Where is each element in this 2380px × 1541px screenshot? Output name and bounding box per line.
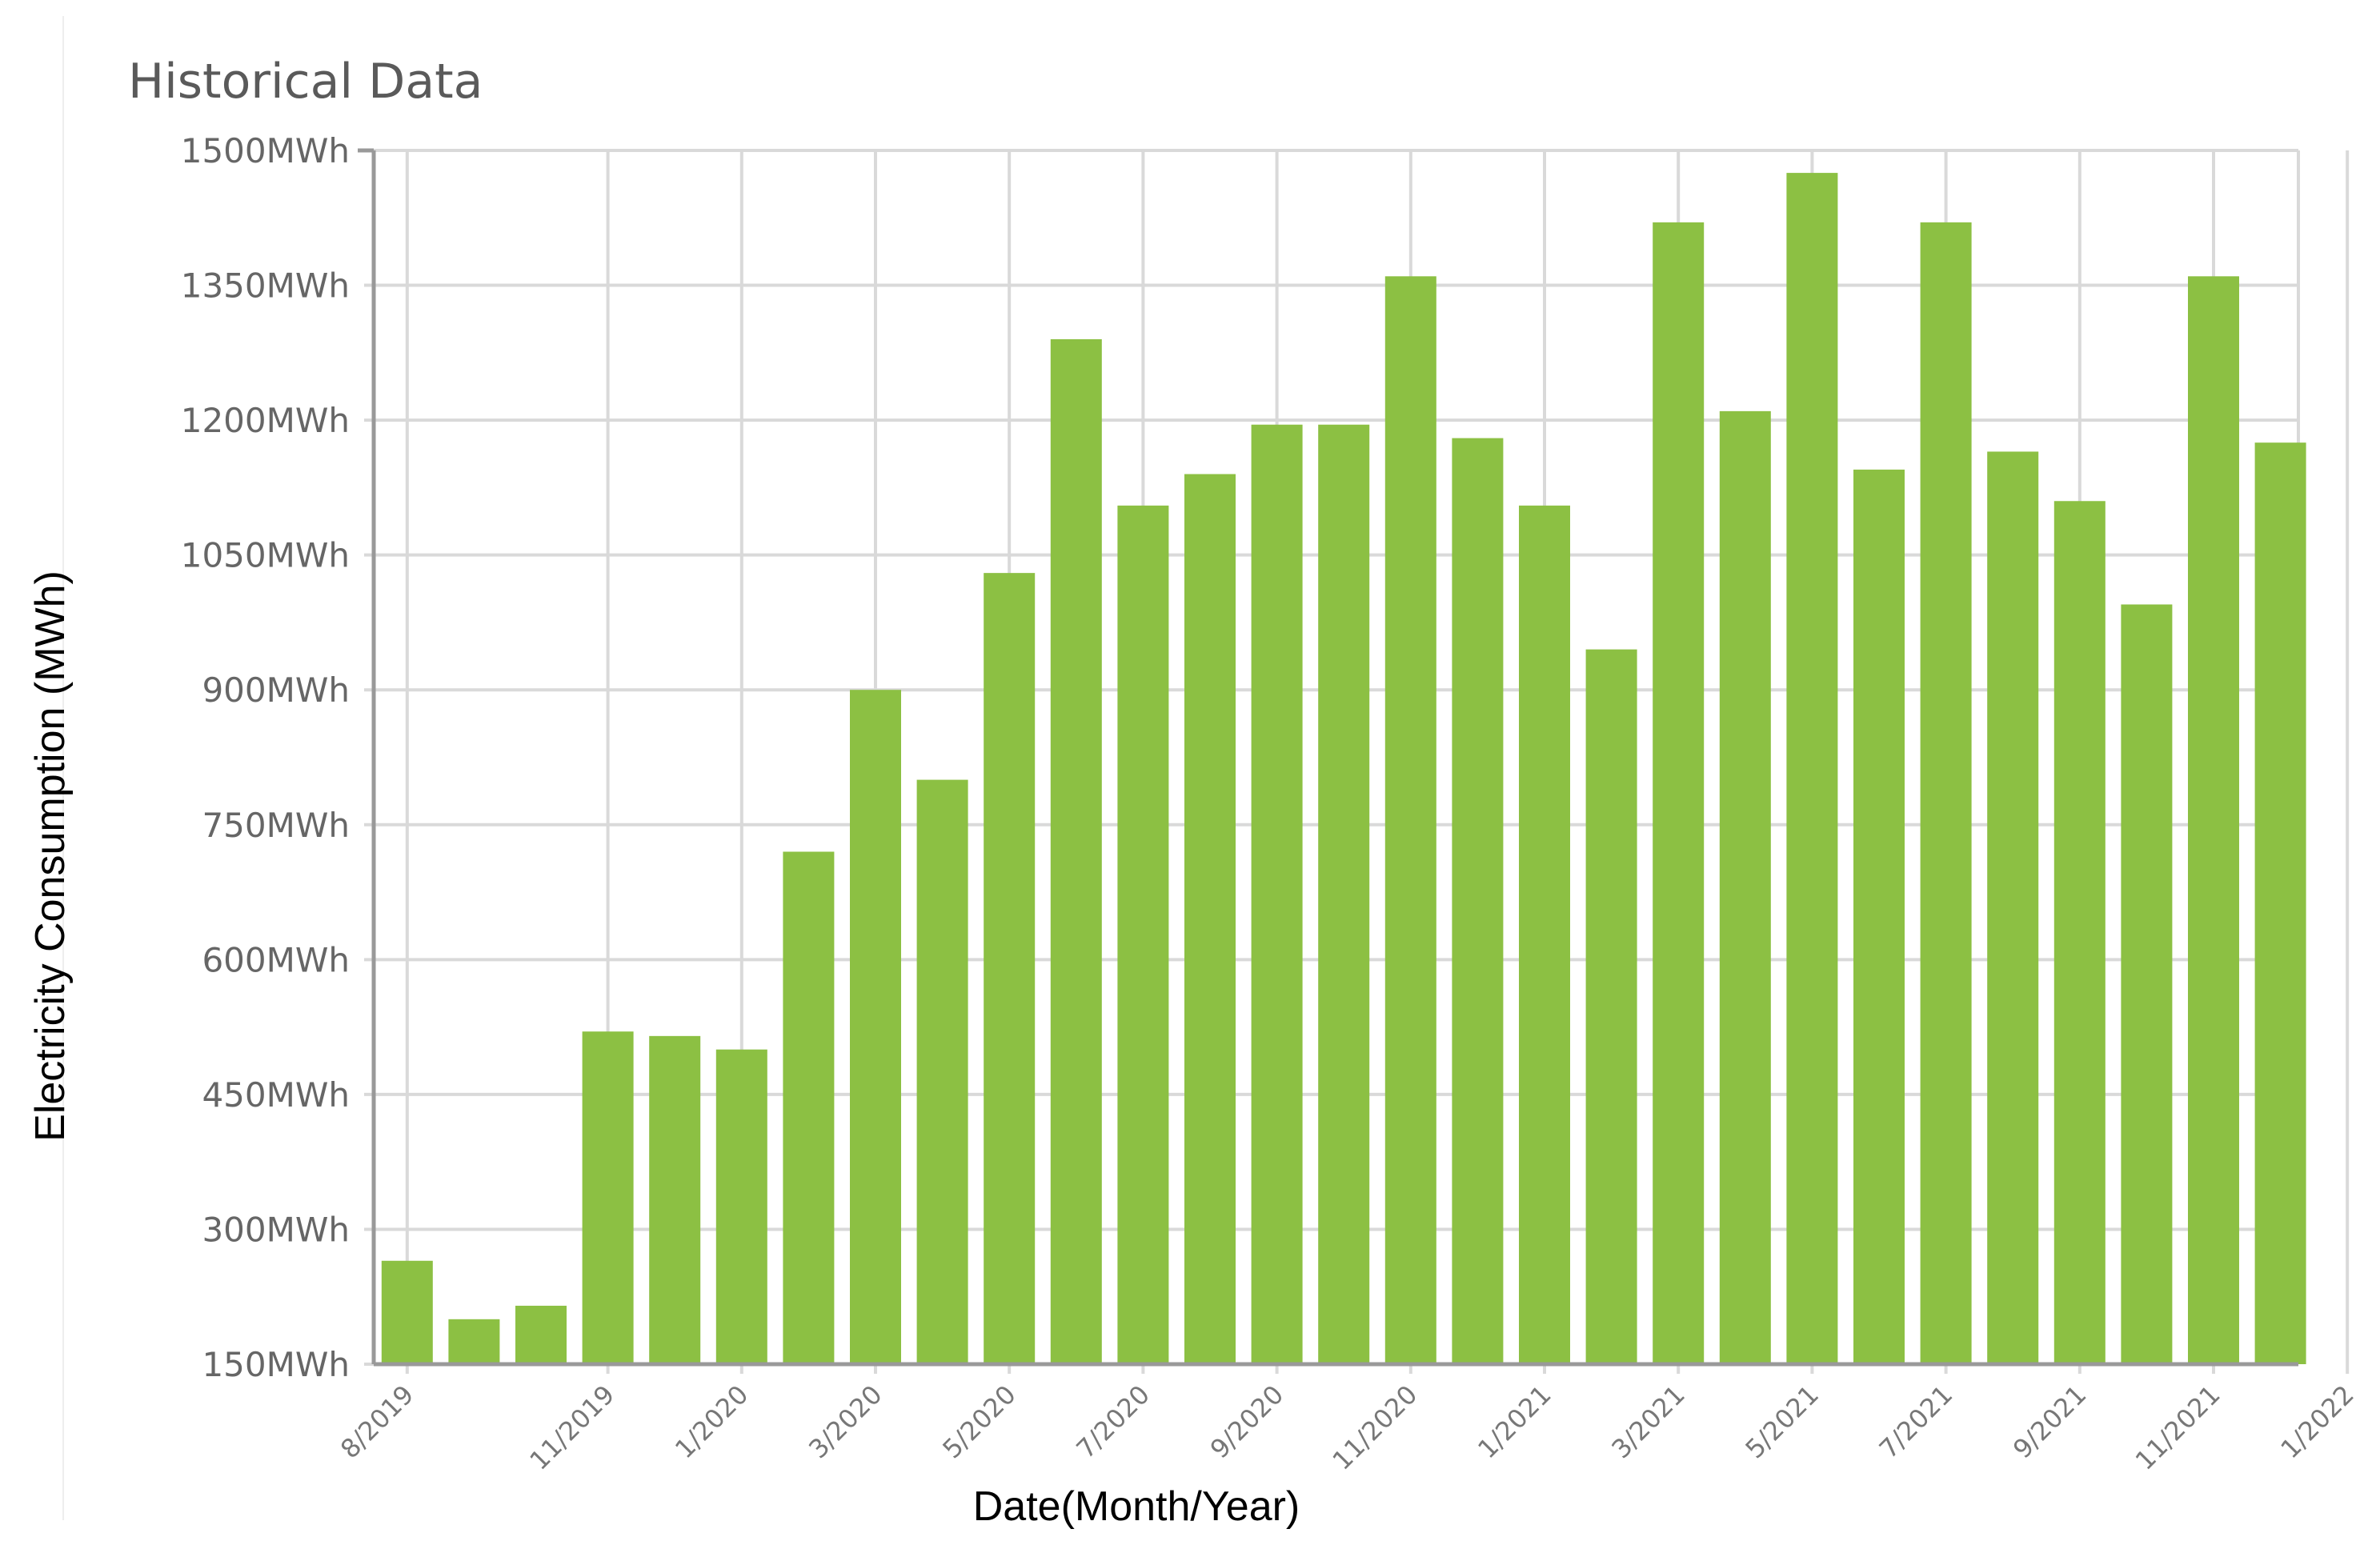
chart-title: Historical Data bbox=[128, 54, 483, 110]
y-axis-title: Electricity Consumption (MWh) bbox=[27, 570, 74, 1142]
bar bbox=[582, 1031, 634, 1364]
x-tick-label: 11/2021 bbox=[2130, 1379, 2226, 1476]
x-tick-label: 1/2022 bbox=[2274, 1379, 2359, 1464]
x-tick-label: 9/2020 bbox=[1204, 1379, 1289, 1464]
bar bbox=[515, 1305, 567, 1364]
bar bbox=[1318, 424, 1370, 1364]
x-tick-label: 5/2020 bbox=[936, 1379, 1021, 1464]
bar bbox=[2254, 442, 2306, 1365]
panel-divider bbox=[62, 16, 64, 1520]
x-tick-label: 9/2021 bbox=[2007, 1379, 2092, 1464]
bar bbox=[1653, 222, 1705, 1365]
y-tick-label: 450MWh bbox=[202, 1075, 350, 1115]
bar bbox=[984, 573, 1036, 1364]
bars bbox=[381, 173, 2306, 1365]
x-tick-label: 11/2020 bbox=[1327, 1379, 1424, 1476]
x-tick-label: 5/2021 bbox=[1740, 1379, 1825, 1464]
y-tick-label: 150MWh bbox=[202, 1345, 350, 1384]
x-tick-label: 8/2019 bbox=[335, 1379, 419, 1464]
y-tick-label: 900MWh bbox=[202, 670, 350, 710]
x-tick-labels: 8/2019 11/2019 1/2020 3/2020 5/2020 7/2020 9/2… bbox=[335, 1379, 2360, 1476]
bar bbox=[1519, 505, 1570, 1364]
bar bbox=[1719, 410, 1771, 1365]
bar bbox=[2053, 501, 2106, 1365]
bar bbox=[1920, 222, 1972, 1365]
bar bbox=[1987, 451, 2039, 1365]
bar bbox=[381, 1260, 433, 1364]
bar bbox=[783, 851, 835, 1364]
bar bbox=[715, 1049, 767, 1364]
bar bbox=[1251, 424, 1303, 1364]
x-tick-label: 7/2021 bbox=[1873, 1379, 1958, 1464]
x-tick-label: 3/2020 bbox=[803, 1379, 887, 1464]
x-tick-label: 1/2021 bbox=[1472, 1379, 1557, 1464]
x-axis-title: Date(Month/Year) bbox=[973, 1483, 1300, 1530]
bar bbox=[1452, 438, 1504, 1364]
bar bbox=[1585, 649, 1637, 1364]
y-tick-label: 300MWh bbox=[202, 1210, 350, 1249]
bar bbox=[2188, 276, 2239, 1365]
bar bbox=[1786, 173, 1838, 1365]
bar bbox=[916, 779, 968, 1364]
bar bbox=[1050, 338, 1102, 1364]
x-tick-label: 11/2019 bbox=[523, 1379, 620, 1476]
bar bbox=[850, 690, 901, 1364]
bar bbox=[1117, 505, 1169, 1364]
bar bbox=[448, 1319, 500, 1364]
bar bbox=[1853, 469, 1905, 1364]
y-tick-label: 750MWh bbox=[202, 806, 350, 845]
y-tick-label: 1050MWh bbox=[181, 536, 350, 575]
y-tick-label: 1200MWh bbox=[181, 401, 350, 440]
x-tick-label: 7/2020 bbox=[1071, 1379, 1156, 1464]
bar bbox=[2121, 604, 2173, 1364]
axes bbox=[358, 148, 2298, 1367]
y-tick-label: 1350MWh bbox=[181, 266, 350, 306]
bar bbox=[1384, 276, 1436, 1365]
x-tick-label: 1/2020 bbox=[669, 1379, 754, 1464]
bar bbox=[1184, 474, 1236, 1364]
y-tick-label: 600MWh bbox=[202, 940, 350, 979]
y-tick-label: 1500MWh bbox=[181, 131, 350, 170]
x-tick-label: 3/2021 bbox=[1605, 1379, 1690, 1464]
bar bbox=[649, 1035, 701, 1364]
y-tick-labels: 150MWh 300MWh 450MWh 600MWh 750MWh 900MWh 1050… bbox=[181, 131, 350, 1384]
